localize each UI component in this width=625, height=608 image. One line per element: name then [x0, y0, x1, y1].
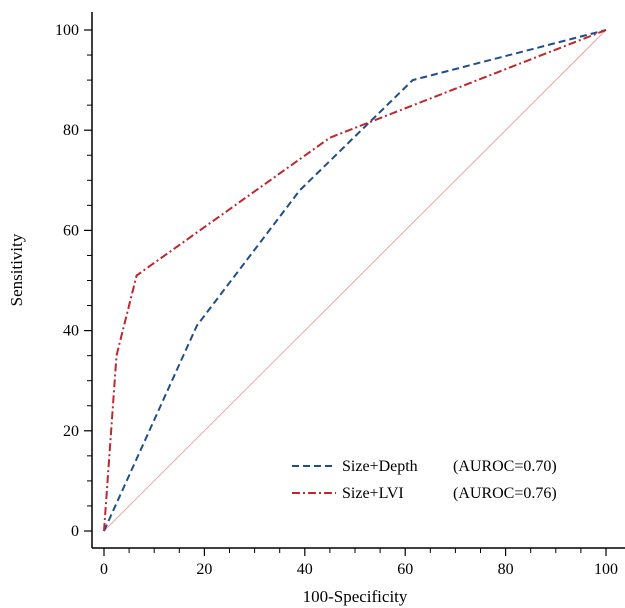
y-tick-label: 40	[63, 323, 79, 340]
y-tick-label: 60	[63, 222, 79, 239]
legend-auroc: (AUROC=0.70)	[453, 458, 557, 475]
plot-area	[103, 29, 607, 532]
y-tick-label: 100	[55, 22, 79, 39]
x-tick-label: 80	[498, 561, 514, 578]
reference-line	[103, 29, 607, 532]
series-line-size-depth	[103, 29, 607, 532]
y-tick-label: 20	[63, 423, 79, 440]
y-axis-title: Sensitivity	[7, 233, 26, 306]
y-tick-label: 80	[63, 122, 79, 139]
legend-auroc: (AUROC=0.76)	[453, 485, 557, 502]
x-tick-label: 100	[594, 561, 618, 578]
x-tick-label: 40	[297, 561, 313, 578]
legend: Size+Depth (AUROC=0.70) Size+LVI (AUROC=0.7…	[292, 458, 557, 502]
x-tick-label: 20	[196, 561, 212, 578]
legend-label: Size+Depth	[342, 458, 418, 475]
series-line-size-lvi	[103, 29, 607, 532]
ticks: 0 20 40 60 80 100 0 20 40 60 80 100	[55, 22, 618, 578]
legend-label: Size+LVI	[342, 485, 404, 502]
y-tick-label: 0	[71, 523, 79, 540]
x-tick-label: 0	[100, 561, 108, 578]
x-tick-label: 60	[397, 561, 413, 578]
x-axis-title: 100-Specificity	[303, 587, 408, 606]
